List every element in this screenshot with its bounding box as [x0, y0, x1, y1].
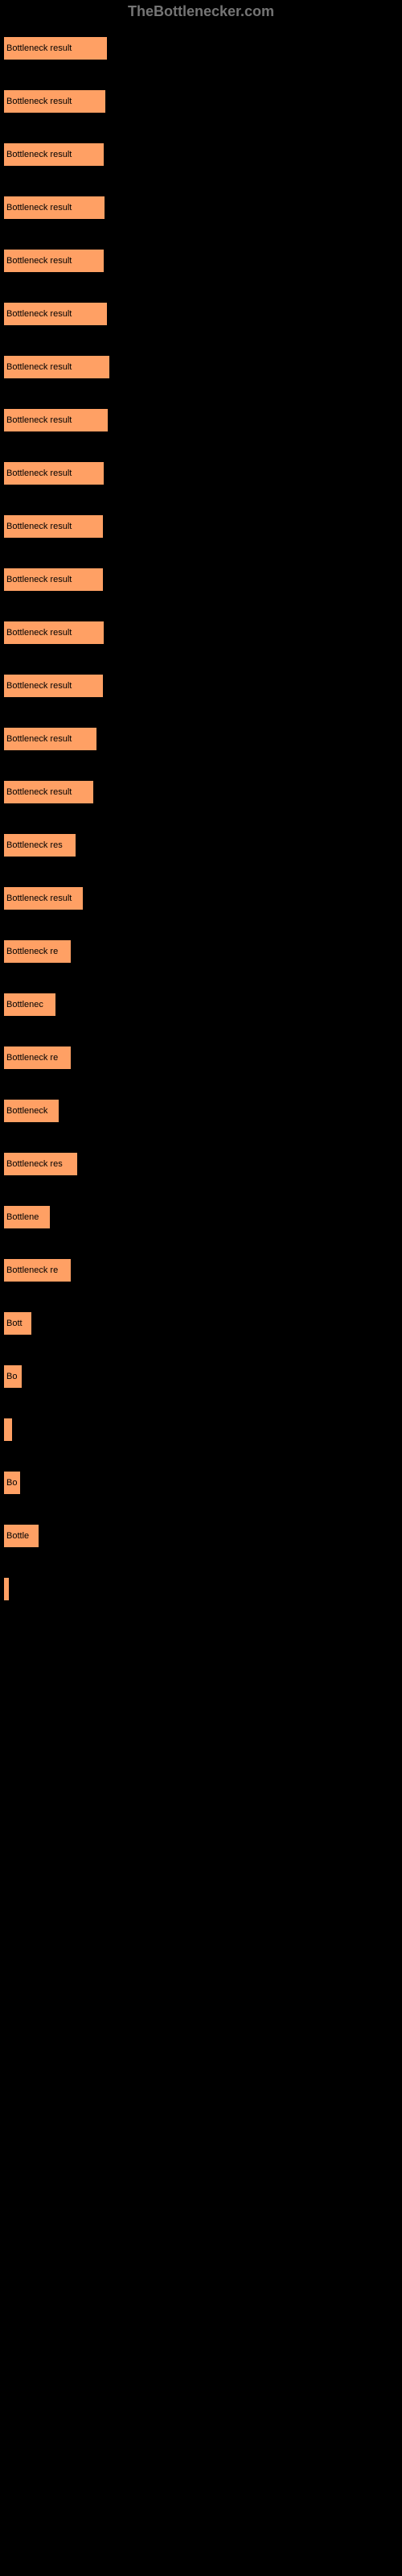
- bar: Bottlene: [3, 1205, 51, 1229]
- bar: Bottleneck result: [3, 196, 105, 220]
- bar-row: Bottleneck result: [3, 302, 402, 326]
- site-header: TheBottlenecker.com: [0, 3, 402, 20]
- bar-row: Bottleneck result: [3, 621, 402, 645]
- bar-row: Bottleneck res: [3, 833, 402, 857]
- bar-row: Bo: [3, 1364, 402, 1389]
- bar: Bottleneck result: [3, 568, 104, 592]
- bar: Bottleneck re: [3, 1258, 72, 1282]
- bar-row: Bottleneck: [3, 1099, 402, 1123]
- bar-row: Bottleneck result: [3, 886, 402, 910]
- bar-row: Bottleneck re: [3, 939, 402, 964]
- bar-row: Bottleneck res: [3, 1152, 402, 1176]
- bar-row: Bottleneck result: [3, 514, 402, 539]
- bar: Bottleneck result: [3, 408, 109, 432]
- bar-row: Bottleneck result: [3, 461, 402, 485]
- bar: Bottleneck result: [3, 36, 108, 60]
- bar: Bottleneck result: [3, 886, 84, 910]
- bar: Bottleneck res: [3, 1152, 78, 1176]
- bar-row: Bottleneck re: [3, 1258, 402, 1282]
- bar: [3, 1418, 13, 1442]
- bottleneck-chart: Bottleneck result Bottleneck result Bottle…: [0, 36, 402, 1601]
- bar-row: Bottleneck result: [3, 196, 402, 220]
- bar-row: Bottleneck result: [3, 568, 402, 592]
- bar-row: Bott: [3, 1311, 402, 1335]
- bar: Bottleneck result: [3, 302, 108, 326]
- bar-row: Bottleneck result: [3, 727, 402, 751]
- bar-row: Bo: [3, 1471, 402, 1495]
- bar-row: Bottlenec: [3, 993, 402, 1017]
- bar-row: Bottleneck result: [3, 408, 402, 432]
- bar: Bo: [3, 1364, 23, 1389]
- bar-row: Bottlene: [3, 1205, 402, 1229]
- bar-row: Bottleneck result: [3, 780, 402, 804]
- bar: Bo: [3, 1471, 21, 1495]
- bar: Bottle: [3, 1524, 39, 1548]
- bar-row: Bottleneck result: [3, 36, 402, 60]
- bar: Bottleneck result: [3, 674, 104, 698]
- bar-row: Bottleneck result: [3, 142, 402, 167]
- bar: Bottlenec: [3, 993, 56, 1017]
- bar: Bottleneck re: [3, 939, 72, 964]
- bar: Bottleneck result: [3, 780, 94, 804]
- bar-row: Bottle: [3, 1524, 402, 1548]
- bar: Bottleneck result: [3, 249, 105, 273]
- bar: Bottleneck result: [3, 461, 105, 485]
- bar-row: [3, 1418, 402, 1442]
- bar-row: Bottleneck result: [3, 249, 402, 273]
- bar: [3, 1577, 10, 1601]
- bar: Bottleneck res: [3, 833, 76, 857]
- bar-row: [3, 1577, 402, 1601]
- bar: Bottleneck result: [3, 89, 106, 114]
- bar: Bottleneck: [3, 1099, 59, 1123]
- bar-row: Bottleneck re: [3, 1046, 402, 1070]
- bar: Bott: [3, 1311, 32, 1335]
- bar: Bottleneck result: [3, 355, 110, 379]
- bar-row: Bottleneck result: [3, 355, 402, 379]
- bar-row: Bottleneck result: [3, 674, 402, 698]
- bar: Bottleneck result: [3, 514, 104, 539]
- bar: Bottleneck result: [3, 142, 105, 167]
- bar-row: Bottleneck result: [3, 89, 402, 114]
- bar: Bottleneck result: [3, 727, 97, 751]
- bar: Bottleneck result: [3, 621, 105, 645]
- bar: Bottleneck re: [3, 1046, 72, 1070]
